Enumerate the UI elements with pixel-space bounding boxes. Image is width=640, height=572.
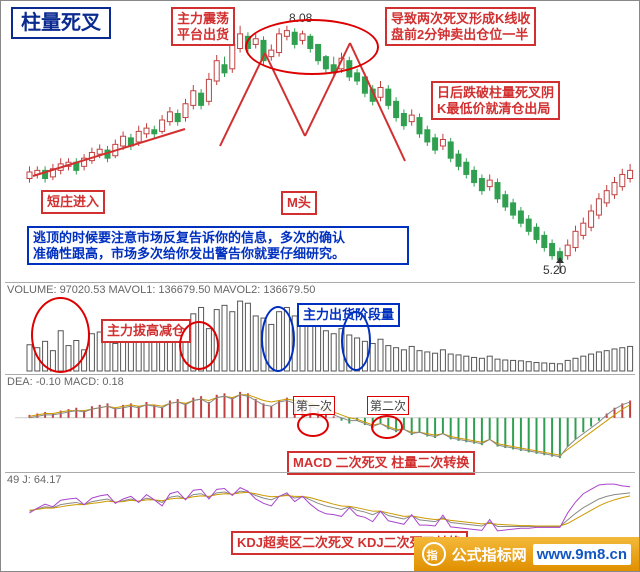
annot-two-death-cross: 导致两次死叉形成K线收 盘前2分钟卖出仓位一半 [385, 7, 536, 46]
macd-label: DEA: -0.10 MACD: 0.18 [7, 376, 124, 388]
annot-line: 导致两次死叉形成K线收 [391, 11, 530, 26]
watermark: 指 公式指标网 www.9m8.cn [414, 537, 639, 571]
annot-line: 逃顶的时候要注意市场反复告诉你的信息，多次的确认 [33, 230, 345, 245]
annot-text: M头 [287, 195, 311, 210]
annot-short-in: 短庄进入 [41, 190, 105, 214]
annot-line: 盘前2分钟卖出仓位一半 [391, 27, 528, 42]
chart-container: 柱量死叉 主力震荡 平台出货 导致两次死叉形成K线收 盘前2分钟卖出仓位一半 日… [0, 0, 640, 572]
annot-line: 准确性跟高，市场多次给你发出警告你就要仔细研究。 [33, 246, 345, 261]
annot-below-bar-death: 日后跌破柱量死叉阴 K最低价就清仓出局 [431, 81, 560, 120]
annot-shock-platform: 主力震荡 平台出货 [171, 7, 235, 46]
volume-label: VOLUME: 97020.53 MAVOL1: 136679.50 MAVOL… [7, 284, 315, 296]
annot-text: 短庄进入 [47, 194, 99, 209]
annot-line: 日后跌破柱量死叉阴 [437, 85, 554, 100]
annot-line: K最低价就清仓出局 [437, 101, 550, 116]
kdj-svg [5, 473, 635, 537]
title-text: 柱量死叉 [21, 12, 101, 34]
volume-panel: VOLUME: 97020.53 MAVOL1: 136679.50 MAVOL… [5, 282, 635, 373]
kdj-label: 49 J: 64.17 [7, 474, 61, 486]
watermark-text: 公式指标网 [452, 544, 527, 565]
annot-line: 主力震荡 [177, 11, 229, 26]
watermark-icon: 指 [422, 542, 446, 566]
annot-second-time: 第二次 [367, 396, 409, 415]
kdj-panel: 49 J: 64.17 [5, 472, 635, 537]
annot-line: 平台出货 [177, 27, 229, 42]
annot-first-time: 第一次 [293, 396, 335, 415]
annot-text: MACD 二次死叉 柱量二次转换 [293, 455, 469, 470]
volume-svg [5, 283, 635, 373]
annot-shipment-vol: 主力出货阶段量 [297, 303, 400, 327]
annot-text: 主力拔高减仓 [107, 323, 185, 338]
price-high-label: 8.08 [289, 11, 312, 25]
title-box: 柱量死叉 [11, 7, 111, 39]
price-low-label: 5.20 [543, 263, 566, 277]
annot-text: 主力出货阶段量 [303, 307, 394, 322]
watermark-url: www.9m8.cn [533, 544, 631, 565]
annot-raise-reduce: 主力拔高减仓 [101, 319, 191, 343]
annot-escape-top: 逃顶的时候要注意市场反复告诉你的信息，多次的确认 准确性跟高，市场多次给你发出警… [27, 226, 409, 265]
annot-m-head: M头 [281, 191, 317, 215]
